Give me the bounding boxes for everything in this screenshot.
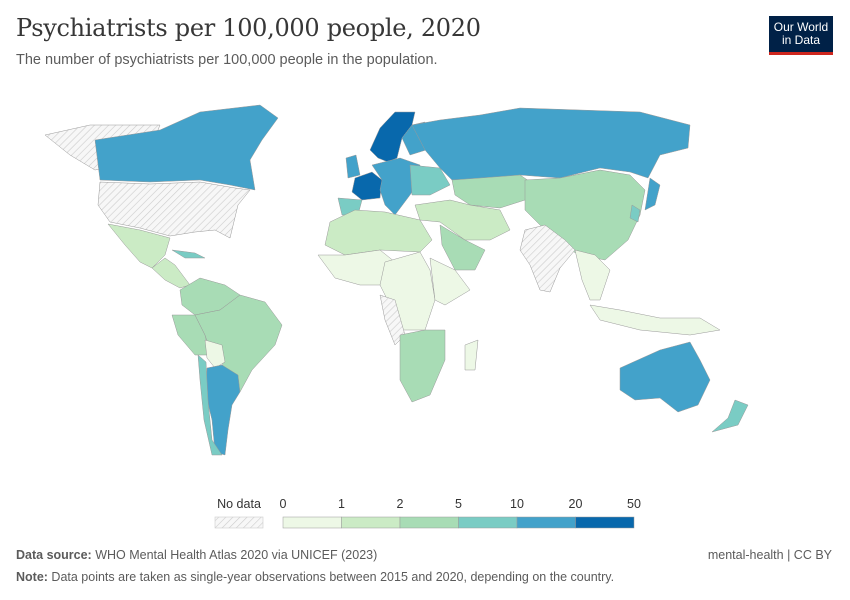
country-mexico[interactable] <box>107 223 171 269</box>
legend-tick-label: 20 <box>569 497 583 511</box>
country-korea[interactable] <box>629 204 641 223</box>
country-usa[interactable] <box>97 181 251 239</box>
country-madagascar[interactable] <box>464 339 479 371</box>
legend-no-data-label: No data <box>217 497 261 511</box>
country-central-europe[interactable] <box>371 157 421 216</box>
logo-line-2: in Data <box>781 33 821 47</box>
legend-bin-0[interactable] <box>282 516 342 529</box>
note: Note: Data points are taken as single-ye… <box>16 570 614 584</box>
country-eastern-europe[interactable] <box>409 164 451 196</box>
country-southeast-asia[interactable] <box>574 249 611 301</box>
country-saudi-arabia[interactable] <box>439 224 486 271</box>
country-uk[interactable] <box>345 154 361 179</box>
legend-tick-label: 50 <box>627 497 641 511</box>
country-russia[interactable] <box>411 107 691 181</box>
map-legend: No data 0 1 2 5 10 20 50 <box>214 497 641 529</box>
data-source: Data source: WHO Mental Health Atlas 202… <box>16 548 377 562</box>
legend-tick-label: 1 <box>338 497 345 511</box>
country-new-zealand[interactable] <box>711 399 749 433</box>
note-label: Note: <box>16 570 48 584</box>
legend-bin-3[interactable] <box>458 516 518 529</box>
country-canada[interactable] <box>94 104 279 191</box>
country-japan[interactable] <box>644 177 661 211</box>
legend-tick-label: 0 <box>280 497 287 511</box>
country-chile[interactable] <box>197 354 223 456</box>
country-bolivia[interactable] <box>204 339 226 369</box>
country-kazakhstan-central-asia[interactable] <box>451 174 536 209</box>
country-india[interactable] <box>519 224 576 293</box>
country-north-africa[interactable] <box>324 209 433 256</box>
legend-bin-1[interactable] <box>341 516 401 529</box>
country-southern-africa[interactable] <box>399 329 446 403</box>
legend-bin-5[interactable] <box>575 516 635 529</box>
license[interactable]: mental-health | CC BY <box>707 548 832 562</box>
legend-no-data-swatch <box>214 516 264 529</box>
country-france[interactable] <box>351 171 383 201</box>
legend-bin-4[interactable] <box>516 516 576 529</box>
country-middle-east[interactable] <box>414 199 511 241</box>
source-text[interactable]: WHO Mental Health Atlas 2020 via UNICEF … <box>91 548 378 562</box>
legend-tick-label: 10 <box>510 497 524 511</box>
country-cuba[interactable] <box>171 249 206 259</box>
country-australia[interactable] <box>619 341 711 413</box>
logo-line-1: Our World <box>773 20 829 34</box>
note-text: Data points are taken as single-year obs… <box>47 570 615 584</box>
country-argentina[interactable] <box>205 364 241 456</box>
source-label: Data source: <box>16 548 92 562</box>
world-map[interactable] <box>0 95 850 475</box>
legend-tick-label: 5 <box>455 497 462 511</box>
country-east-africa[interactable] <box>429 257 471 306</box>
owid-logo[interactable]: Our World in Data <box>769 16 833 55</box>
legend-bin-2[interactable] <box>399 516 459 529</box>
chart-subtitle: The number of psychiatrists per 100,000 … <box>16 52 438 68</box>
country-indonesia[interactable] <box>589 304 721 336</box>
chart-title: Psychiatrists per 100,000 people, 2020 <box>16 14 481 42</box>
legend-tick-label: 2 <box>397 497 404 511</box>
